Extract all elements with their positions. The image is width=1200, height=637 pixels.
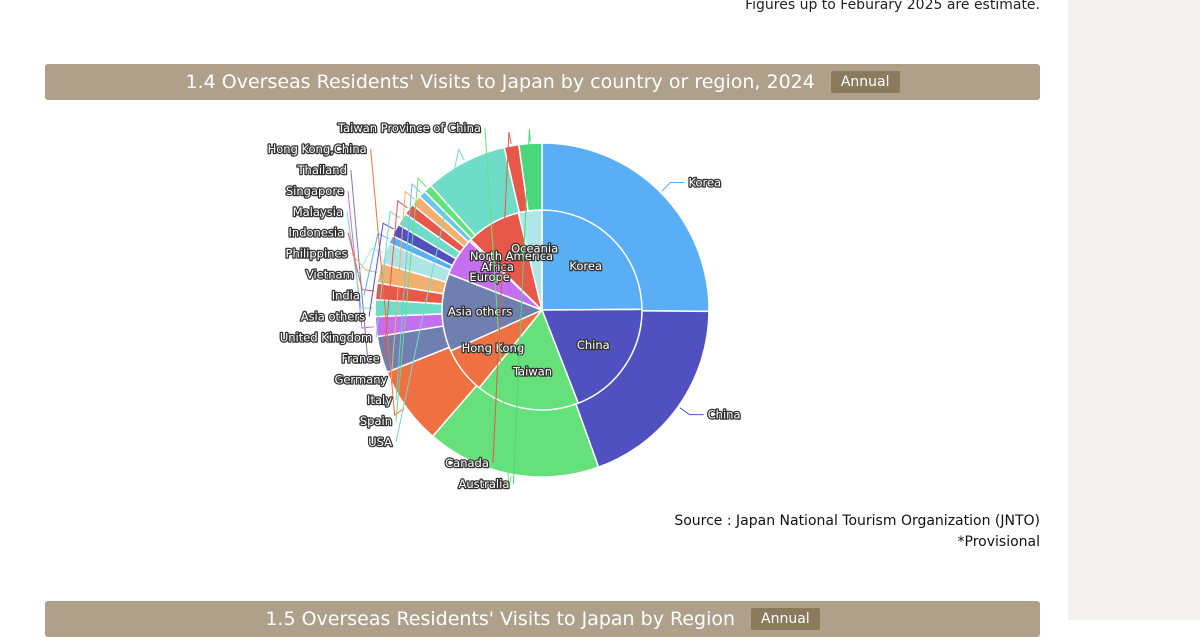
leader-line-china bbox=[679, 407, 704, 416]
outer-label-germany: Germany bbox=[334, 372, 387, 386]
section-title: 1.4 Overseas Residents' Visits to Japan … bbox=[185, 71, 815, 93]
outer-label-philippines: Philippines bbox=[286, 247, 348, 261]
leader-line-taiwan-province-of-china bbox=[484, 127, 512, 489]
outer-label-united-kingdom: United Kingdom bbox=[280, 330, 372, 344]
next-section-title: 1.5 Overseas Residents' Visits to Japan … bbox=[265, 608, 736, 630]
outer-label-malaysia: Malaysia bbox=[293, 205, 343, 219]
leader-line-singapore bbox=[347, 190, 374, 329]
inner-label-hong-kong: Hong Kong bbox=[462, 341, 525, 355]
provisional-text: *Provisional bbox=[957, 534, 1040, 550]
pie-chart: Korea China Taiwan Hong Kong Asia others Euro… bbox=[266, 120, 741, 493]
leader-line-spain bbox=[395, 176, 427, 422]
inner-slice-asia-others[interactable] bbox=[441, 272, 544, 352]
annual-badge[interactable]: Annual bbox=[830, 71, 900, 93]
outer-label-australia: Australia bbox=[459, 477, 510, 491]
inner-label-oceania: Oceania bbox=[511, 241, 558, 255]
outer-label-thailand: Thailand bbox=[297, 163, 347, 177]
outer-label-hong-kong-china: Hong Kong,China bbox=[268, 142, 367, 156]
outer-label-indonesia: Indonesia bbox=[289, 226, 345, 240]
leader-line-india bbox=[363, 232, 390, 296]
leader-line-hong-kong-china bbox=[370, 148, 405, 417]
outer-label-italy: Italy bbox=[367, 393, 392, 407]
inner-label-africa: Africa bbox=[481, 260, 514, 274]
outer-label-asia-others: Asia others bbox=[301, 309, 365, 323]
outer-label-singapore: Singapore bbox=[286, 184, 344, 198]
chart-labels: Korea China Taiwan Hong Kong Asia others Euro… bbox=[266, 120, 741, 493]
leader-line-canada bbox=[492, 131, 512, 464]
inner-label-europe: Europe bbox=[469, 270, 509, 284]
outer-label-vietnam: Vietnam bbox=[306, 268, 354, 282]
inner-label-asia-others: Asia others bbox=[448, 305, 512, 319]
next-section-header: 1.5 Overseas Residents' Visits to Japan … bbox=[45, 601, 1040, 637]
leader-line-asia-others bbox=[368, 222, 394, 317]
outer-label-korea: Korea bbox=[688, 176, 721, 190]
inner-label-taiwan: Taiwan bbox=[512, 364, 552, 378]
inner-label-north-america: North America bbox=[470, 249, 553, 263]
inner-slice-china[interactable] bbox=[540, 308, 643, 405]
leader-line-korea bbox=[661, 182, 685, 192]
leader-line-malaysia bbox=[346, 211, 374, 309]
estimate-note: Figures up to Feburary 2025 are estimate… bbox=[745, 0, 1040, 13]
leader-line-philippines bbox=[351, 253, 378, 274]
leader-line-usa bbox=[395, 147, 465, 443]
inner-label-korea: Korea bbox=[569, 259, 602, 273]
inner-slice-korea[interactable] bbox=[541, 209, 643, 311]
outer-label-canada: Canada bbox=[445, 456, 489, 470]
right-sidebar bbox=[1068, 0, 1200, 620]
inner-slice-taiwan[interactable] bbox=[478, 308, 580, 411]
outer-label-spain: Spain bbox=[360, 414, 392, 428]
leader-line-indonesia bbox=[347, 232, 375, 292]
section-header: 1.4 Overseas Residents' Visits to Japan … bbox=[45, 64, 1040, 100]
outer-label-france: France bbox=[341, 351, 379, 365]
outer-label-china: China bbox=[708, 408, 741, 422]
outer-label-taiwan-province-of-china: Taiwan Province of China bbox=[337, 121, 481, 135]
leader-line-australia bbox=[512, 129, 531, 485]
inner-label-china: China bbox=[577, 338, 610, 352]
next-annual-badge[interactable]: Annual bbox=[751, 608, 820, 630]
leader-line-italy bbox=[395, 183, 421, 401]
outer-label-india: India bbox=[332, 289, 360, 303]
leader-line-thailand bbox=[350, 169, 380, 360]
source-text: Source : Japan National Tourism Organiza… bbox=[674, 513, 1040, 529]
outer-label-usa: USA bbox=[368, 435, 392, 449]
